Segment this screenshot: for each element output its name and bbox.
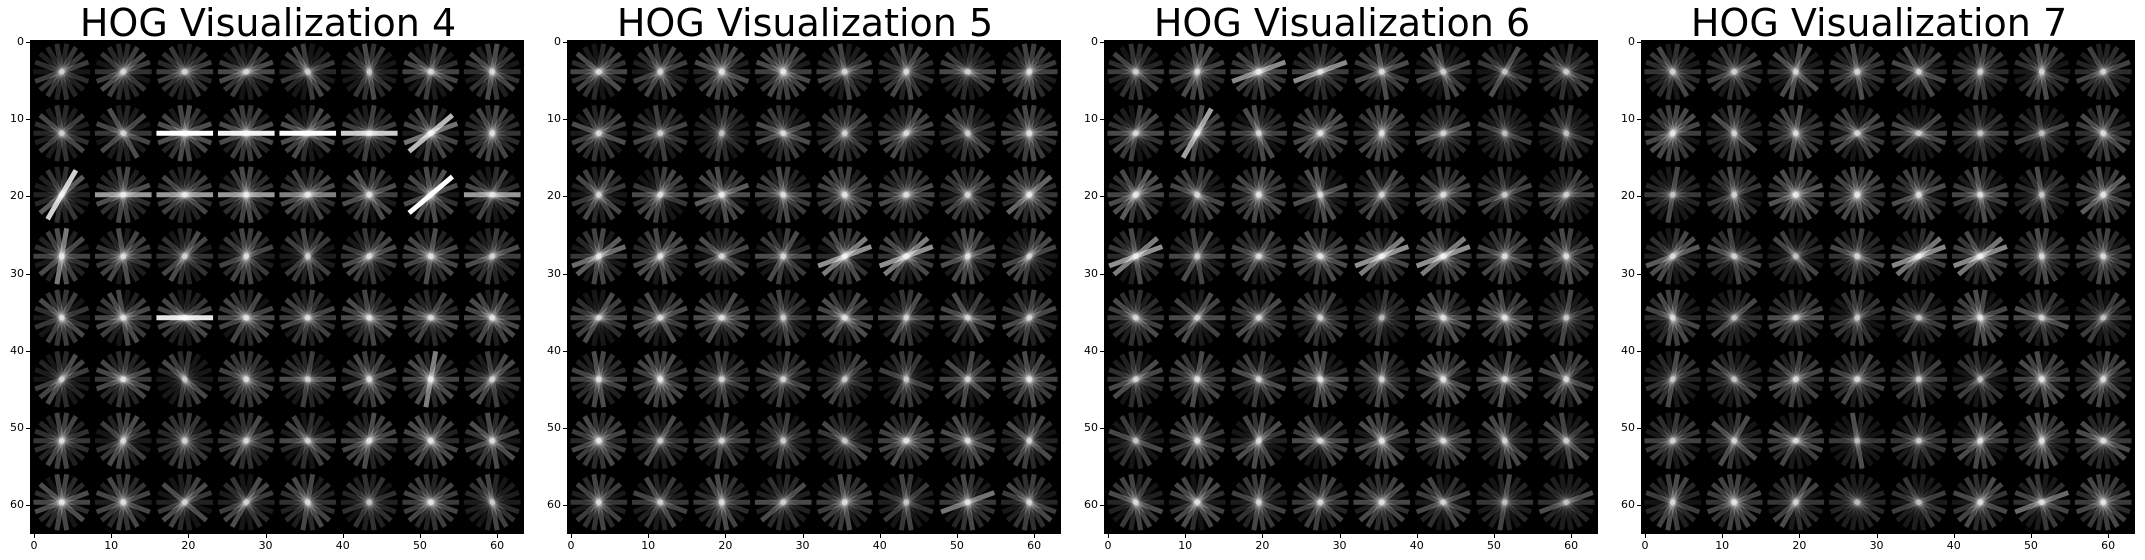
hog-panel-7: HOG Visualization 7 0 10 20 30 40 50 60 0 10 20 30 4… [1611, 0, 2145, 560]
y-tick-label: 30 [1611, 268, 1635, 280]
hog-image [1641, 40, 2135, 534]
x-tick-label: 60 [1024, 540, 1044, 552]
x-tick-label: 60 [1561, 540, 1581, 552]
hog-image [567, 40, 1061, 534]
y-tick-label: 30 [0, 268, 24, 280]
x-tick-label: 30 [793, 540, 813, 552]
x-tick-label: 0 [1098, 540, 1118, 552]
hog-gradient-glyphs [31, 41, 523, 533]
y-tick-label: 40 [1074, 345, 1098, 357]
y-tick-label: 40 [1611, 345, 1635, 357]
x-tick-label: 10 [638, 540, 658, 552]
x-tick-label: 50 [2021, 540, 2041, 552]
y-tick-label: 50 [537, 422, 561, 434]
hog-panel-4: HOG Visualization 4 0 10 20 30 40 50 60 0 10 20 30 4… [0, 0, 536, 560]
y-tick-label: 50 [1611, 422, 1635, 434]
y-tick-label: 20 [1074, 190, 1098, 202]
x-tick-label: 20 [178, 540, 198, 552]
x-tick-label: 10 [101, 540, 121, 552]
y-tick-label: 20 [0, 190, 24, 202]
x-tick-label: 30 [1330, 540, 1350, 552]
y-tick-label: 30 [537, 268, 561, 280]
y-tick-label: 10 [0, 113, 24, 125]
y-tick-label: 50 [1074, 422, 1098, 434]
x-tick-label: 30 [1867, 540, 1887, 552]
y-tick-label: 30 [1074, 268, 1098, 280]
x-tick-label: 10 [1712, 540, 1732, 552]
hog-panel-5: HOG Visualization 5 0 10 20 30 40 50 60 0 10 20 30 4… [537, 0, 1073, 560]
y-tick-label: 50 [0, 422, 24, 434]
x-tick-label: 30 [256, 540, 276, 552]
hog-image [30, 40, 524, 534]
x-tick-label: 10 [1175, 540, 1195, 552]
hog-gradient-glyphs [1642, 41, 2134, 533]
x-tick-label: 50 [1484, 540, 1504, 552]
x-tick-label: 40 [1944, 540, 1964, 552]
x-tick-label: 40 [333, 540, 353, 552]
hog-gradient-glyphs [568, 41, 1060, 533]
x-tick-label: 40 [1407, 540, 1427, 552]
x-tick-label: 20 [715, 540, 735, 552]
y-tick-label: 60 [537, 499, 561, 511]
x-tick-label: 60 [2098, 540, 2118, 552]
x-tick-label: 50 [410, 540, 430, 552]
y-tick-label: 10 [1611, 113, 1635, 125]
x-tick-label: 50 [947, 540, 967, 552]
hog-image [1104, 40, 1598, 534]
y-tick-label: 0 [537, 36, 561, 48]
x-tick-label: 20 [1789, 540, 1809, 552]
y-tick-label: 60 [0, 499, 24, 511]
y-tick-label: 40 [0, 345, 24, 357]
x-tick-label: 60 [487, 540, 507, 552]
hog-gradient-glyphs [1105, 41, 1597, 533]
hog-panel-6: HOG Visualization 6 0 10 20 30 40 50 60 0 10 20 30 4… [1074, 0, 1610, 560]
y-tick-label: 0 [1611, 36, 1635, 48]
x-tick-label: 0 [24, 540, 44, 552]
x-tick-label: 40 [870, 540, 890, 552]
x-tick-label: 20 [1252, 540, 1272, 552]
y-tick-label: 20 [537, 190, 561, 202]
x-tick-label: 0 [561, 540, 581, 552]
y-tick-label: 20 [1611, 190, 1635, 202]
y-tick-label: 10 [1074, 113, 1098, 125]
x-tick-label: 0 [1635, 540, 1655, 552]
y-tick-label: 60 [1074, 499, 1098, 511]
y-tick-label: 60 [1611, 499, 1635, 511]
y-tick-label: 0 [0, 36, 24, 48]
y-tick-label: 0 [1074, 36, 1098, 48]
y-tick-label: 40 [537, 345, 561, 357]
y-tick-label: 10 [537, 113, 561, 125]
